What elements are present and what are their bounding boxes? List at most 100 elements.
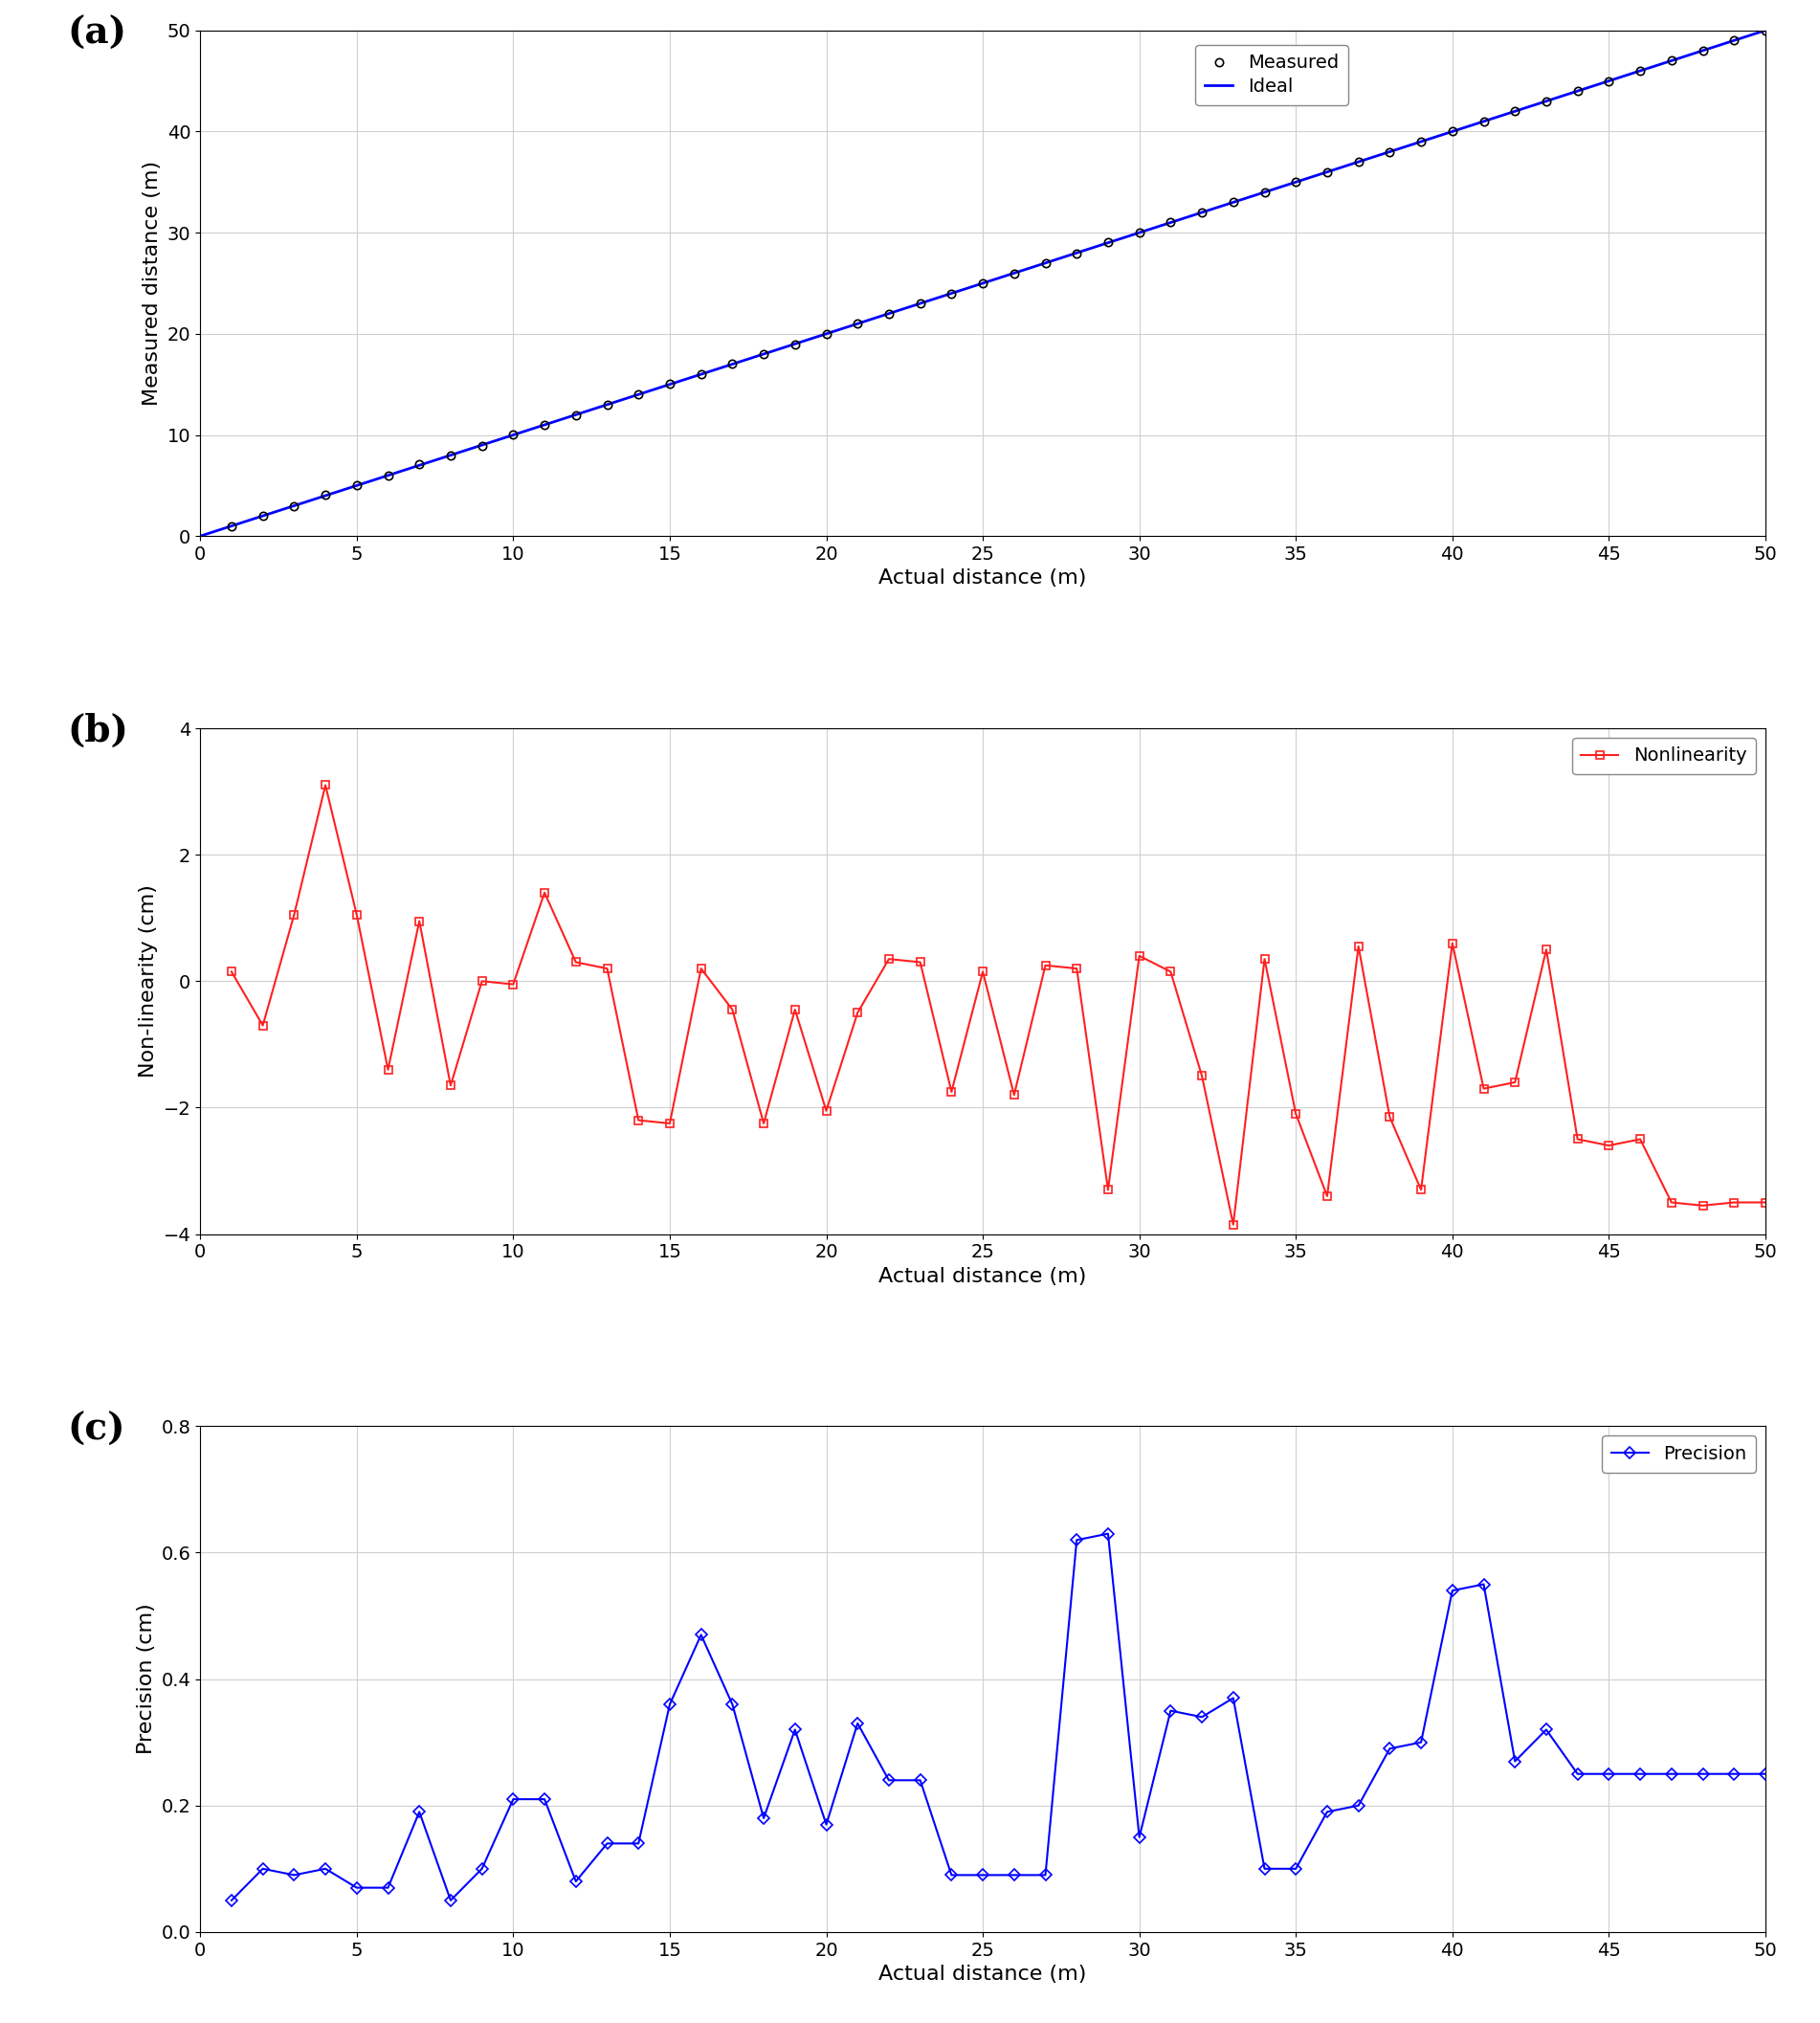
Measured (1472, 109, 1494, 134)
Nonlinearity (753, 1111, 775, 1135)
Line: Measured: Measured (228, 26, 1769, 530)
Nonlinearity (1724, 1190, 1745, 1214)
Measured (1693, 38, 1714, 63)
Measured (753, 342, 775, 366)
Nonlinearity (1567, 1127, 1589, 1151)
Measured (315, 483, 337, 508)
Measured (1128, 221, 1150, 245)
Measured (815, 322, 837, 346)
Measured (1724, 28, 1745, 53)
Nonlinearity (1629, 1127, 1651, 1151)
Precision (941, 1863, 963, 1887)
Nonlinearity (1410, 1177, 1432, 1202)
Text: (c): (c) (67, 1412, 126, 1446)
Precision (1347, 1792, 1369, 1817)
Precision (1410, 1730, 1432, 1754)
Nonlinearity (440, 1074, 462, 1098)
Measured (1503, 99, 1525, 123)
Precision (1003, 1863, 1025, 1887)
Measured (1347, 150, 1369, 174)
Precision (1754, 1762, 1776, 1786)
Measured (1223, 190, 1245, 214)
Measured (1034, 251, 1056, 275)
X-axis label: Actual distance (m): Actual distance (m) (879, 1964, 1087, 1985)
Measured (220, 514, 242, 538)
Precision (251, 1857, 273, 1881)
Nonlinearity (346, 902, 368, 927)
Line: Nonlinearity: Nonlinearity (228, 781, 1769, 1228)
Measured (910, 291, 932, 316)
Precision (815, 1813, 837, 1837)
Nonlinearity (1223, 1212, 1245, 1236)
Precision (784, 1718, 806, 1742)
Nonlinearity (1693, 1194, 1714, 1218)
X-axis label: Actual distance (m): Actual distance (m) (879, 1266, 1087, 1287)
Precision (1629, 1762, 1651, 1786)
Measured (941, 281, 963, 305)
Nonlinearity (1097, 1177, 1119, 1202)
Nonlinearity (784, 997, 806, 1022)
Measured (408, 453, 430, 477)
Measured (1003, 261, 1025, 285)
Measured (1754, 18, 1776, 42)
Nonlinearity (1472, 1076, 1494, 1101)
Precision (471, 1857, 493, 1881)
Nonlinearity (815, 1098, 837, 1123)
Nonlinearity (471, 969, 493, 993)
Nonlinearity (1067, 957, 1088, 981)
Nonlinearity (659, 1111, 681, 1135)
Nonlinearity (1441, 931, 1463, 955)
Measured (628, 382, 650, 407)
Precision (564, 1869, 586, 1894)
Y-axis label: Non-linearity (cm): Non-linearity (cm) (138, 884, 158, 1078)
Measured (877, 301, 899, 326)
Measured (284, 494, 306, 518)
Measured (846, 312, 868, 336)
Nonlinearity (1190, 1064, 1212, 1088)
Precision (1693, 1762, 1714, 1786)
Legend: Measured, Ideal: Measured, Ideal (1196, 45, 1349, 105)
Measured (377, 463, 399, 488)
Legend: Nonlinearity: Nonlinearity (1572, 738, 1756, 775)
Measured (440, 443, 462, 467)
Nonlinearity (1034, 953, 1056, 977)
Measured (1410, 129, 1432, 154)
Measured (659, 372, 681, 397)
Precision (220, 1887, 242, 1912)
Precision (502, 1786, 524, 1811)
Measured (1159, 210, 1181, 235)
Precision (315, 1857, 337, 1881)
Measured (1254, 180, 1276, 204)
Measured (1285, 170, 1307, 194)
Precision (877, 1768, 899, 1792)
Measured (471, 433, 493, 457)
Nonlinearity (597, 957, 619, 981)
Measured (346, 473, 368, 498)
Nonlinearity (1316, 1183, 1338, 1208)
Nonlinearity (564, 951, 586, 975)
Precision (346, 1875, 368, 1900)
Measured (1567, 79, 1589, 103)
Text: (b): (b) (67, 712, 129, 749)
Nonlinearity (910, 951, 932, 975)
Text: (a): (a) (67, 16, 127, 51)
Measured (1380, 140, 1401, 164)
Nonlinearity (941, 1080, 963, 1105)
Measured (1316, 160, 1338, 184)
Measured (1441, 119, 1463, 144)
Precision (408, 1800, 430, 1825)
Precision (1316, 1800, 1338, 1825)
Precision (284, 1863, 306, 1887)
Precision (1503, 1750, 1525, 1774)
Precision (721, 1691, 743, 1716)
Measured (502, 423, 524, 447)
Nonlinearity (846, 1001, 868, 1026)
Nonlinearity (972, 959, 994, 983)
Precision (1567, 1762, 1589, 1786)
Precision (1128, 1825, 1150, 1849)
Precision (972, 1863, 994, 1887)
Precision (753, 1807, 775, 1831)
Legend: Precision: Precision (1602, 1436, 1756, 1473)
Precision (1067, 1527, 1088, 1552)
Nonlinearity (251, 1014, 273, 1038)
